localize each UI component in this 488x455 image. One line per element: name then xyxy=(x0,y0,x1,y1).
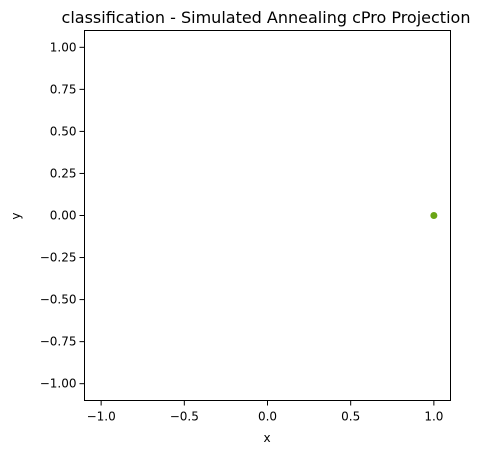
y-tick-label: 1.00 xyxy=(50,40,77,54)
y-tick-label: 0.00 xyxy=(50,209,77,223)
y-tick-label: −0.25 xyxy=(40,251,77,265)
y-tick-label: 0.50 xyxy=(50,124,77,138)
y-tick-label: 0.75 xyxy=(50,82,77,96)
y-tick-label: 0.25 xyxy=(50,166,77,180)
y-tick-label: −0.50 xyxy=(40,293,77,307)
scatter-points xyxy=(430,212,438,219)
y-axis: 1.00 0.75 0.50 0.25 0.00 −0.25 −0.50 −0.75 −1.00 xyxy=(40,40,85,391)
x-tick-label: −0.5 xyxy=(170,410,199,424)
x-tick-label: −1.0 xyxy=(87,410,116,424)
chart-title: classification - Simulated Annealing cPr… xyxy=(62,8,471,27)
y-axis-label: y xyxy=(9,212,23,219)
x-tick-label: 1.0 xyxy=(424,410,443,424)
plot-frame xyxy=(84,30,451,401)
y-tick-label: −0.75 xyxy=(40,335,77,349)
data-point xyxy=(430,212,438,219)
x-tick-label: 0.5 xyxy=(341,410,360,424)
x-axis: −1.0 −0.5 0.0 0.5 1.0 xyxy=(87,400,443,424)
y-tick-label: −1.00 xyxy=(40,377,77,391)
x-axis-label: x xyxy=(263,431,270,445)
x-tick-label: 0.0 xyxy=(258,410,277,424)
